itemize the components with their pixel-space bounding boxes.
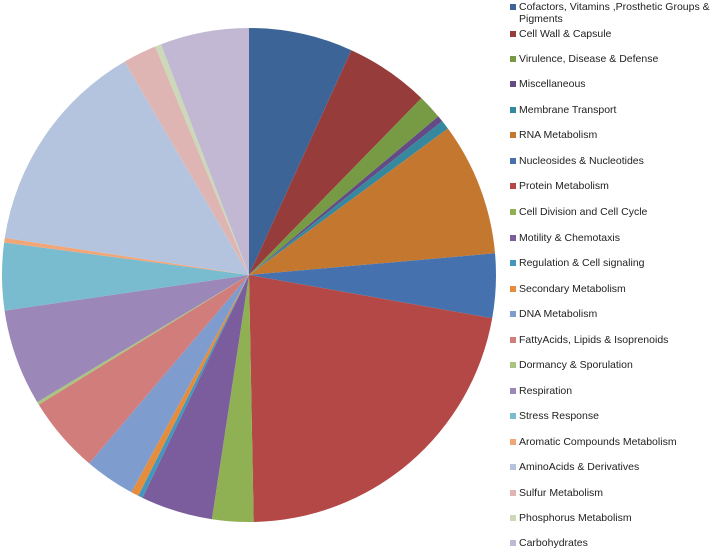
legend-label: AminoAcids & Derivatives bbox=[519, 461, 640, 473]
pie-slice bbox=[249, 28, 352, 275]
pie-slice bbox=[249, 50, 422, 276]
legend-label: DNA Metabolism bbox=[519, 308, 598, 320]
legend-label: Carbohydrates bbox=[519, 537, 588, 549]
pie-slice bbox=[249, 128, 496, 275]
legend-item: FattyAcids, Lipids & Isoprenoids bbox=[510, 334, 668, 346]
legend-item: Miscellaneous bbox=[510, 78, 586, 90]
pie-slice bbox=[211, 275, 254, 523]
legend-swatch-icon bbox=[510, 413, 516, 419]
legend-item: Membrane Transport bbox=[510, 104, 616, 116]
legend-swatch-icon bbox=[510, 311, 516, 317]
legend-label: Dormancy & Sporulation bbox=[519, 359, 633, 371]
legend-swatch-icon bbox=[510, 107, 516, 113]
legend-swatch-icon bbox=[510, 286, 516, 292]
legend-item: Stress Response bbox=[510, 410, 599, 422]
legend-label: Motility & Chemotaxis bbox=[519, 232, 620, 244]
legend-label: Aromatic Compounds Metabolism bbox=[519, 436, 677, 448]
legend-label: Cell Wall & Capsule bbox=[519, 28, 612, 40]
legend-swatch-icon bbox=[510, 337, 516, 343]
legend-item: Phosphorus Metabolism bbox=[510, 512, 632, 524]
legend-label: Cofactors, Vitamins ,Prosthetic Groups &… bbox=[519, 1, 710, 25]
pie-slice bbox=[4, 275, 249, 403]
legend-swatch-icon bbox=[510, 260, 516, 266]
pie-slice bbox=[124, 46, 249, 276]
legend-item: Secondary Metabolism bbox=[510, 283, 626, 295]
pie-slice bbox=[249, 116, 443, 275]
legend-item: DNA Metabolism bbox=[510, 308, 597, 320]
pie-slice bbox=[4, 237, 250, 275]
legend-label: Miscellaneous bbox=[519, 78, 586, 90]
legend-item: Regulation & Cell signaling bbox=[510, 257, 645, 269]
legend-swatch-icon bbox=[510, 56, 516, 62]
legend-item: Cofactors, Vitamins ,Prosthetic Groups &… bbox=[510, 1, 710, 25]
legend-swatch-icon bbox=[510, 515, 516, 521]
legend-item: Protein Metabolism bbox=[510, 180, 609, 192]
pie-slice bbox=[142, 275, 249, 520]
pie-slice bbox=[4, 61, 249, 275]
legend-item: Virulence, Disease & Defense bbox=[510, 53, 658, 65]
legend-label: Virulence, Disease & Defense bbox=[519, 53, 659, 65]
legend-item: Motility & Chemotaxis bbox=[510, 232, 620, 244]
legend-item: Nucleosides & Nucleotides bbox=[510, 155, 644, 167]
legend-item: Aromatic Compounds Metabolism bbox=[510, 436, 677, 448]
legend-label: Phosphorus Metabolism bbox=[519, 512, 632, 524]
pie-slice bbox=[249, 253, 497, 319]
legend-label: Protein Metabolism bbox=[519, 180, 609, 192]
legend-label: Respiration bbox=[519, 385, 573, 397]
legend-label: Cell Division and Cell Cycle bbox=[519, 206, 648, 218]
legend-swatch-icon bbox=[510, 490, 516, 496]
legend-swatch-icon bbox=[510, 464, 516, 470]
legend-swatch-icon bbox=[510, 362, 516, 368]
legend-swatch-icon bbox=[510, 132, 516, 138]
pie-slice bbox=[155, 44, 249, 275]
legend-item: Dormancy & Sporulation bbox=[510, 359, 633, 371]
legend-item: AminoAcids & Derivatives bbox=[510, 461, 639, 473]
legend-label: Sulfur Metabolism bbox=[519, 487, 604, 499]
legend-label: Stress Response bbox=[519, 410, 599, 422]
legend-swatch-icon bbox=[510, 81, 516, 87]
legend-label: Nucleosides & Nucleotides bbox=[519, 155, 644, 167]
legend-swatch-icon bbox=[510, 235, 516, 241]
legend-item: Cell Division and Cell Cycle bbox=[510, 206, 647, 218]
legend-swatch-icon bbox=[510, 388, 516, 394]
legend-swatch-icon bbox=[510, 540, 516, 546]
legend-label: FattyAcids, Lipids & Isoprenoids bbox=[519, 334, 669, 346]
legend-label: Membrane Transport bbox=[519, 104, 617, 116]
legend-item: Carbohydrates bbox=[510, 537, 588, 549]
legend-label: Secondary Metabolism bbox=[519, 283, 626, 295]
legend-item: RNA Metabolism bbox=[510, 129, 597, 141]
legend-swatch-icon bbox=[510, 183, 516, 189]
legend-swatch-icon bbox=[510, 439, 516, 445]
pie-slice bbox=[38, 275, 249, 464]
legend-item: Sulfur Metabolism bbox=[510, 487, 603, 499]
legend-swatch-icon bbox=[510, 4, 516, 10]
pie-slice bbox=[89, 275, 250, 493]
pie-slice bbox=[131, 275, 249, 496]
pie-slice bbox=[249, 121, 448, 275]
legend-label: Regulation & Cell signaling bbox=[519, 257, 645, 269]
legend-swatch-icon bbox=[510, 31, 516, 37]
legend-label: RNA Metabolism bbox=[519, 129, 598, 141]
pie-slice bbox=[37, 275, 249, 405]
pie-slice bbox=[138, 275, 249, 498]
legend-item: Cell Wall & Capsule bbox=[510, 28, 611, 40]
legend-item: Respiration bbox=[510, 385, 572, 397]
legend-swatch-icon bbox=[510, 209, 516, 215]
pie-slice bbox=[249, 98, 439, 275]
legend-swatch-icon bbox=[510, 158, 516, 164]
pie-chart bbox=[1, 28, 497, 523]
pie-slice bbox=[1, 242, 249, 311]
pie-slice bbox=[249, 275, 493, 522]
pie-slice bbox=[160, 28, 249, 275]
